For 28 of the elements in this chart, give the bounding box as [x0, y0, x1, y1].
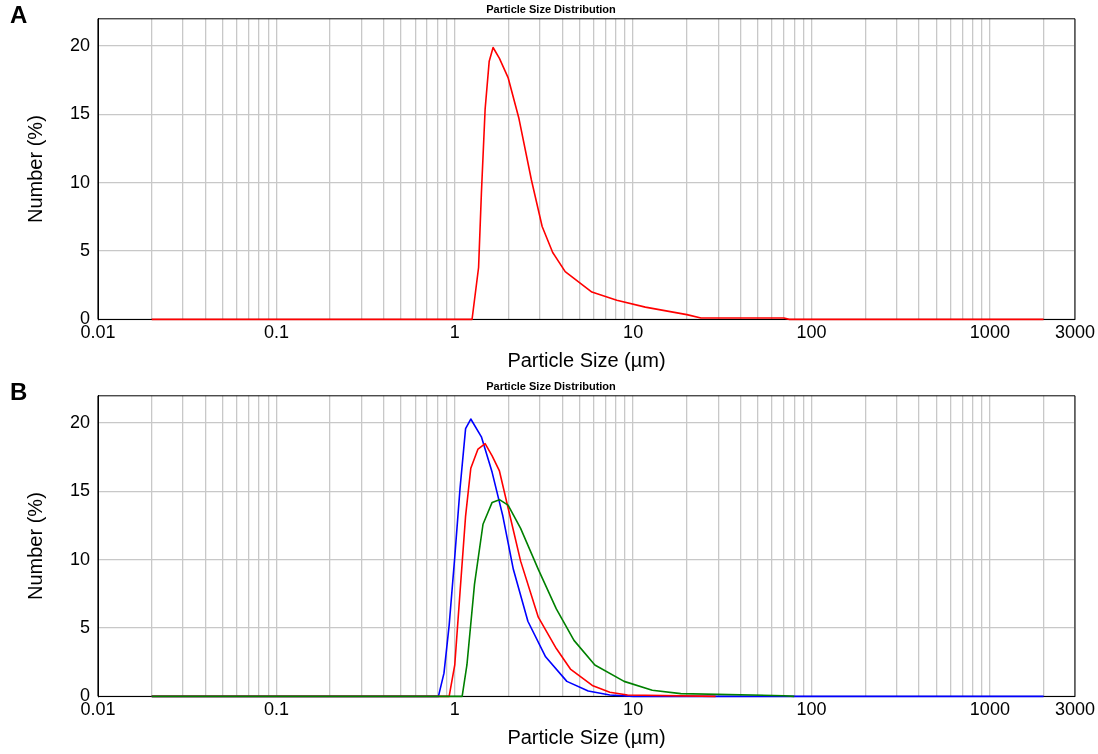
x-tick-label: 1000	[969, 699, 1010, 720]
y-axis-title: Number (%)	[23, 492, 46, 600]
y-tick-label: 20	[69, 412, 91, 433]
x-tick-label: 1000	[969, 322, 1010, 343]
y-tick-label: 5	[80, 240, 91, 261]
x-axis-title: Particle Size (µm)	[507, 348, 666, 371]
x-tick-label: 0.1	[263, 699, 289, 720]
x-tick-label: 3000	[1054, 699, 1095, 720]
y-tick-label: 5	[80, 617, 91, 638]
x-tick-label: 100	[796, 322, 827, 343]
y-tick-label: 15	[69, 480, 91, 501]
y-tick-label: 10	[69, 171, 91, 192]
x-tick-label: 0.1	[263, 322, 289, 343]
x-tick-label: 1	[449, 699, 460, 720]
y-tick-label: 10	[69, 548, 91, 569]
x-tick-label: 10	[623, 699, 644, 720]
y-axis-title: Number (%)	[23, 115, 46, 223]
x-tick-label: 10	[623, 322, 644, 343]
text: A	[10, 0, 28, 28]
chart-title: Particle Size Distribution	[486, 380, 617, 393]
x-tick-label: 1	[449, 322, 460, 343]
text: B	[10, 377, 28, 405]
y-tick-label: 20	[69, 35, 91, 56]
y-tick-label: 15	[69, 103, 91, 124]
x-tick-label: 3000	[1054, 322, 1095, 343]
x-axis-title: Particle Size (µm)	[507, 725, 666, 748]
chart-title: Particle Size Distribution	[486, 3, 617, 16]
x-tick-label: 100	[796, 699, 827, 720]
